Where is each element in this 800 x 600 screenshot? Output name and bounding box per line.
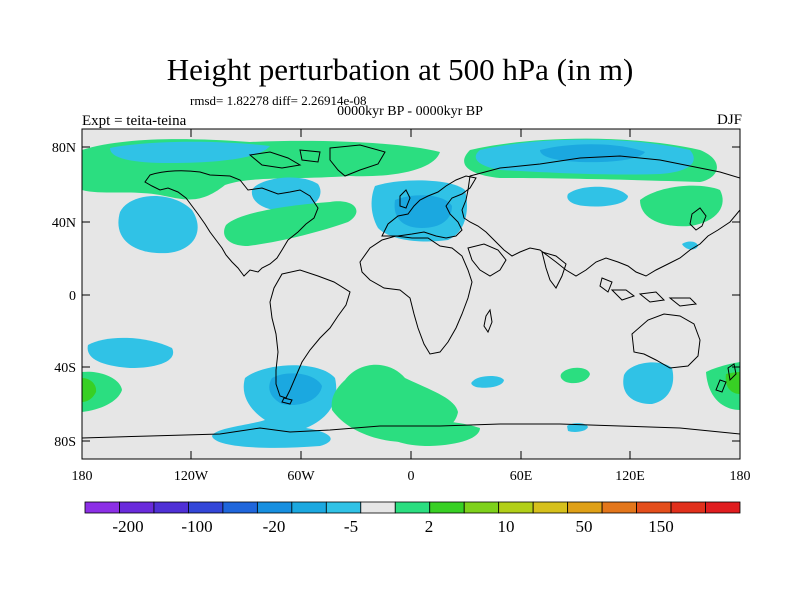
coastline-asia — [461, 155, 740, 277]
plot-subtitle: 0000kyr BP - 0000kyr BP — [337, 104, 483, 119]
colorbar-box-0 — [84, 501, 120, 514]
coastline-india — [541, 251, 567, 289]
coastline-britain — [399, 189, 411, 209]
colorbar-box-12 — [498, 501, 534, 514]
coastline-arctic-islands — [248, 149, 321, 169]
colorbar-label-50: 50 — [576, 517, 593, 536]
coastline-africa — [359, 235, 473, 355]
x-tick-120w: 120W — [174, 469, 209, 484]
negative-anomaly-australia-south — [623, 362, 674, 404]
positive-anomaly-indian-ocean — [560, 367, 590, 384]
colorbar-box-15 — [601, 501, 637, 514]
negative-anomaly-central-asia — [567, 186, 628, 207]
colorbar-label-neg200: -200 — [112, 517, 143, 536]
negative-anomaly-north-pacific — [118, 195, 198, 254]
season-label: DJF — [716, 112, 742, 128]
coastline-japan — [689, 207, 707, 231]
coastline-tierra-del-fuego — [281, 397, 293, 405]
colorbar-box-9 — [394, 501, 431, 514]
coastline-north-america — [144, 170, 319, 277]
colorbar-box-5 — [256, 501, 293, 514]
x-tick-60e: 60E — [510, 469, 533, 484]
x-tick-120e: 120E — [615, 469, 645, 484]
colorbar-box-14 — [567, 501, 603, 514]
contour-fields — [82, 138, 740, 448]
y-tick-40n: 40N — [52, 216, 76, 231]
x-tick-60w: 60W — [287, 469, 315, 484]
colorbar-box-17 — [670, 501, 706, 514]
colorbar-box-10 — [429, 501, 465, 514]
plot-title: Height perturbation at 500 hPa (in m) — [166, 52, 634, 87]
y-tick-labels: 80N 40N 0 40S 80S — [52, 141, 76, 450]
colorbar-label-2: 2 — [425, 517, 434, 536]
coastline-australia — [631, 313, 701, 369]
coastline-madagascar — [483, 308, 493, 334]
y-tick-40s: 40S — [54, 361, 76, 376]
colorbar-box-16 — [636, 501, 672, 514]
positive-anomaly-antarctic-coast — [380, 420, 480, 446]
colorbar-boxes — [84, 501, 741, 514]
colorbar-box-7 — [325, 501, 362, 514]
x-tick-180w: 180 — [72, 469, 93, 484]
x-tick-labels: 180 120W 60W 0 60E 120E 180 — [72, 469, 751, 484]
negative-anomaly-europe-core — [394, 195, 452, 228]
positive-anomaly-south-pacific-west-core — [82, 378, 97, 402]
colorbar-box-4 — [222, 501, 258, 514]
coastlines — [82, 144, 740, 439]
coastline-greenland — [329, 144, 386, 177]
negative-anomaly-indian-ocean-small — [471, 375, 504, 388]
axis-ticks — [81, 129, 741, 459]
experiment-label: Expt = teita-teina — [82, 113, 187, 129]
negative-anomaly-arctic — [110, 141, 270, 163]
coastline-europe — [381, 175, 477, 239]
colorbar-labels: -200 -100 -20 -5 2 10 50 150 — [112, 517, 673, 536]
negative-anomaly-south-pacific — [87, 337, 174, 368]
map-panel: 80N 40N 0 40S 80S 180 120W 60W 0 60E 120… — [52, 128, 751, 484]
colorbar-label-neg20: -20 — [263, 517, 286, 536]
colorbar-label-150: 150 — [648, 517, 674, 536]
colorbar-box-3 — [188, 501, 224, 514]
colorbar: -200 -100 -20 -5 2 10 50 150 — [84, 501, 741, 536]
coastline-new-zealand — [715, 363, 737, 393]
negative-anomaly-southern-ocean-small — [567, 423, 588, 432]
coastline-south-america — [269, 269, 351, 399]
colorbar-label-10: 10 — [498, 517, 515, 536]
positive-anomaly-east-asia — [640, 185, 723, 227]
coastline-antarctica — [82, 423, 740, 439]
stats-text: rmsd= 1.82278 diff= 2.26914e-08 — [190, 93, 367, 108]
x-tick-180e: 180 — [730, 469, 751, 484]
x-tick-0: 0 — [408, 469, 415, 484]
negative-anomaly-eurasia-core — [540, 144, 645, 163]
y-tick-80n: 80N — [52, 141, 76, 156]
colorbar-box-2 — [153, 501, 189, 514]
colorbar-box-1 — [119, 501, 155, 514]
y-tick-0: 0 — [69, 289, 76, 304]
colorbar-label-neg100: -100 — [181, 517, 212, 536]
colorbar-box-11 — [463, 501, 500, 514]
negative-anomaly-north-america — [251, 177, 321, 212]
positive-anomaly-atlantic — [224, 201, 357, 246]
y-tick-80s: 80S — [54, 435, 76, 450]
colorbar-label-neg5: -5 — [344, 517, 358, 536]
coastline-maritime-continent — [599, 277, 698, 307]
colorbar-box-13 — [532, 501, 569, 514]
coastline-arabia — [467, 243, 507, 277]
colorbar-box-18 — [705, 501, 741, 514]
colorbar-box-8 — [360, 501, 396, 514]
colorbar-box-6 — [291, 501, 327, 514]
